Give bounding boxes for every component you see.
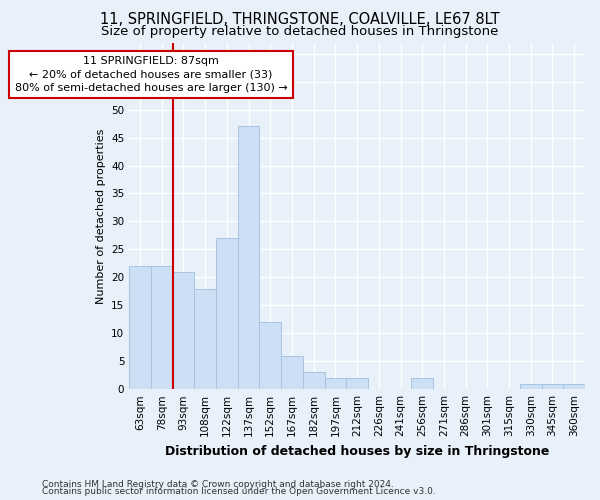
X-axis label: Distribution of detached houses by size in Thringstone: Distribution of detached houses by size …: [165, 444, 550, 458]
Text: Size of property relative to detached houses in Thringstone: Size of property relative to detached ho…: [101, 25, 499, 38]
Bar: [563, 384, 585, 389]
Bar: [151, 266, 173, 389]
Text: 11, SPRINGFIELD, THRINGSTONE, COALVILLE, LE67 8LT: 11, SPRINGFIELD, THRINGSTONE, COALVILLE,…: [100, 12, 500, 28]
Bar: [346, 378, 368, 389]
Text: Contains HM Land Registry data © Crown copyright and database right 2024.: Contains HM Land Registry data © Crown c…: [42, 480, 394, 489]
Bar: [173, 272, 194, 389]
Text: 11 SPRINGFIELD: 87sqm
← 20% of detached houses are smaller (33)
80% of semi-deta: 11 SPRINGFIELD: 87sqm ← 20% of detached …: [14, 56, 287, 93]
Bar: [238, 126, 259, 389]
Bar: [325, 378, 346, 389]
Bar: [303, 372, 325, 389]
Bar: [259, 322, 281, 389]
Text: Contains public sector information licensed under the Open Government Licence v3: Contains public sector information licen…: [42, 488, 436, 496]
Bar: [542, 384, 563, 389]
Bar: [129, 266, 151, 389]
Bar: [520, 384, 542, 389]
Bar: [194, 288, 216, 389]
Bar: [281, 356, 303, 389]
Y-axis label: Number of detached properties: Number of detached properties: [95, 128, 106, 304]
Bar: [412, 378, 433, 389]
Bar: [216, 238, 238, 389]
